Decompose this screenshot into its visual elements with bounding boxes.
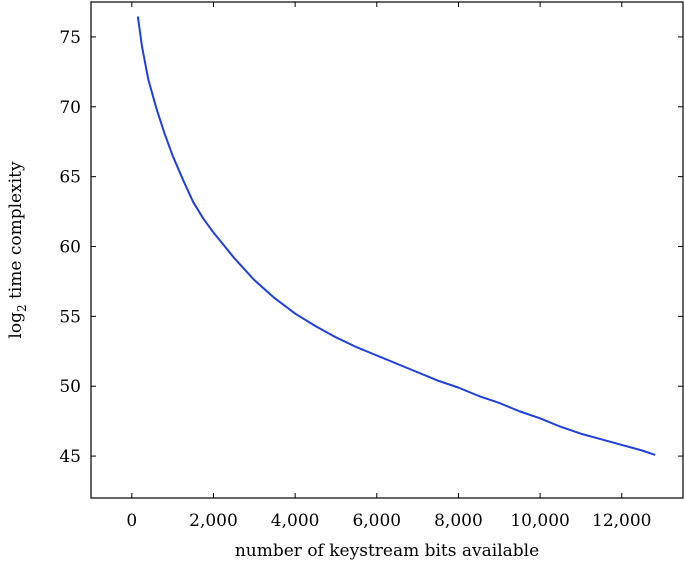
y-tick-label: 45: [59, 447, 81, 467]
y-axis-label-suffix: time complexity: [6, 161, 26, 304]
x-tick-label: 12,000: [592, 511, 651, 531]
y-tick-label: 70: [59, 98, 81, 118]
x-axis-ticks: 0 2,000 4,000 6,000 8,000 10,000 12,000: [126, 2, 652, 531]
series-line: [136, 16, 656, 456]
plot-frame: [90, 1, 684, 499]
x-axis-label: number of keystream bits available: [235, 541, 539, 561]
axis-labels: number of keystream bits available log2 …: [6, 161, 539, 561]
y-tick-label: 50: [59, 377, 81, 397]
y-tick-label: 65: [59, 168, 81, 188]
y-axis-ticks: 45 50 55 60 65 70 75: [59, 28, 683, 467]
x-tick-label: 10,000: [510, 511, 569, 531]
y-axis-label-subscript: 2: [15, 304, 29, 312]
x-tick-label: 4,000: [271, 511, 320, 531]
y-axis-label-prefix: log: [6, 312, 26, 339]
x-tick-label: 6,000: [352, 511, 401, 531]
x-tick-label: 2,000: [189, 511, 238, 531]
y-tick-label: 55: [59, 307, 81, 327]
x-tick-label: 8,000: [434, 511, 483, 531]
y-tick-label: 75: [59, 28, 81, 48]
y-tick-label: 60: [59, 238, 81, 258]
x-tick-label: 0: [126, 511, 137, 531]
y-axis-label: log2 time complexity: [6, 161, 29, 339]
